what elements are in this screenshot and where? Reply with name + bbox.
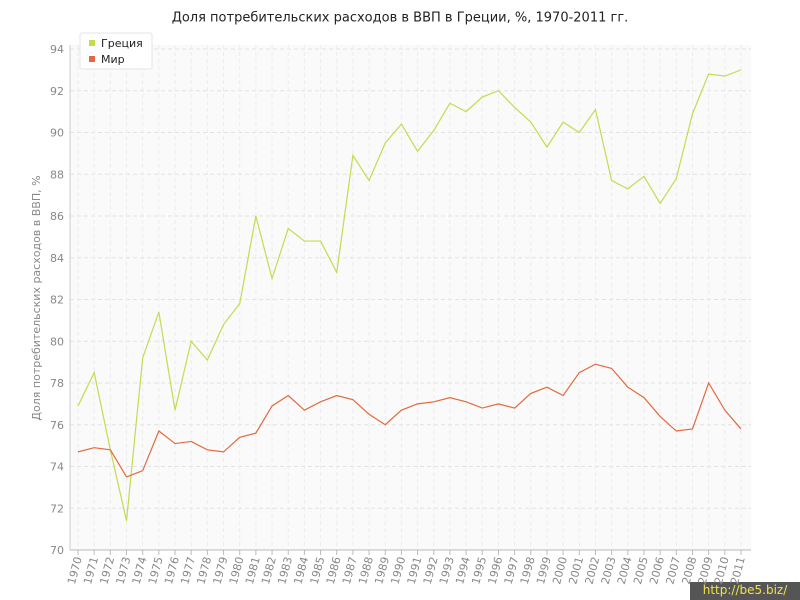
legend-box <box>79 32 153 70</box>
y-tick-label: 84 <box>50 252 64 265</box>
legend-swatch <box>89 40 95 46</box>
legend: Греция Мир <box>79 32 153 70</box>
y-tick-label: 94 <box>50 43 64 56</box>
y-tick-label: 72 <box>50 502 64 515</box>
legend-swatch <box>89 56 95 62</box>
watermark-bg <box>690 582 800 600</box>
series-line <box>77 69 742 521</box>
y-tick-label: 74 <box>50 461 64 474</box>
legend-label: Мир <box>101 53 125 66</box>
y-tick-label: 76 <box>50 419 64 432</box>
y-axis-label: Доля потребительских расходов в ВВП, % <box>30 175 43 420</box>
y-tick-label: 86 <box>50 210 64 223</box>
chart-title: Доля потребительских расходов в ВВП в Гр… <box>172 11 629 26</box>
y-tick-label: 92 <box>50 85 64 98</box>
series-line <box>77 363 742 478</box>
y-tick-label: 80 <box>50 335 64 348</box>
y-tick-label: 90 <box>50 127 64 140</box>
plot-area <box>70 45 751 550</box>
y-tick-label: 70 <box>50 544 64 557</box>
legend-label: Греция <box>101 37 143 50</box>
watermark: http://be5.biz/ <box>703 583 788 597</box>
y-tick-label: 82 <box>50 294 64 307</box>
y-tick-label: 78 <box>50 377 64 390</box>
y-tick-label: 88 <box>50 168 64 181</box>
